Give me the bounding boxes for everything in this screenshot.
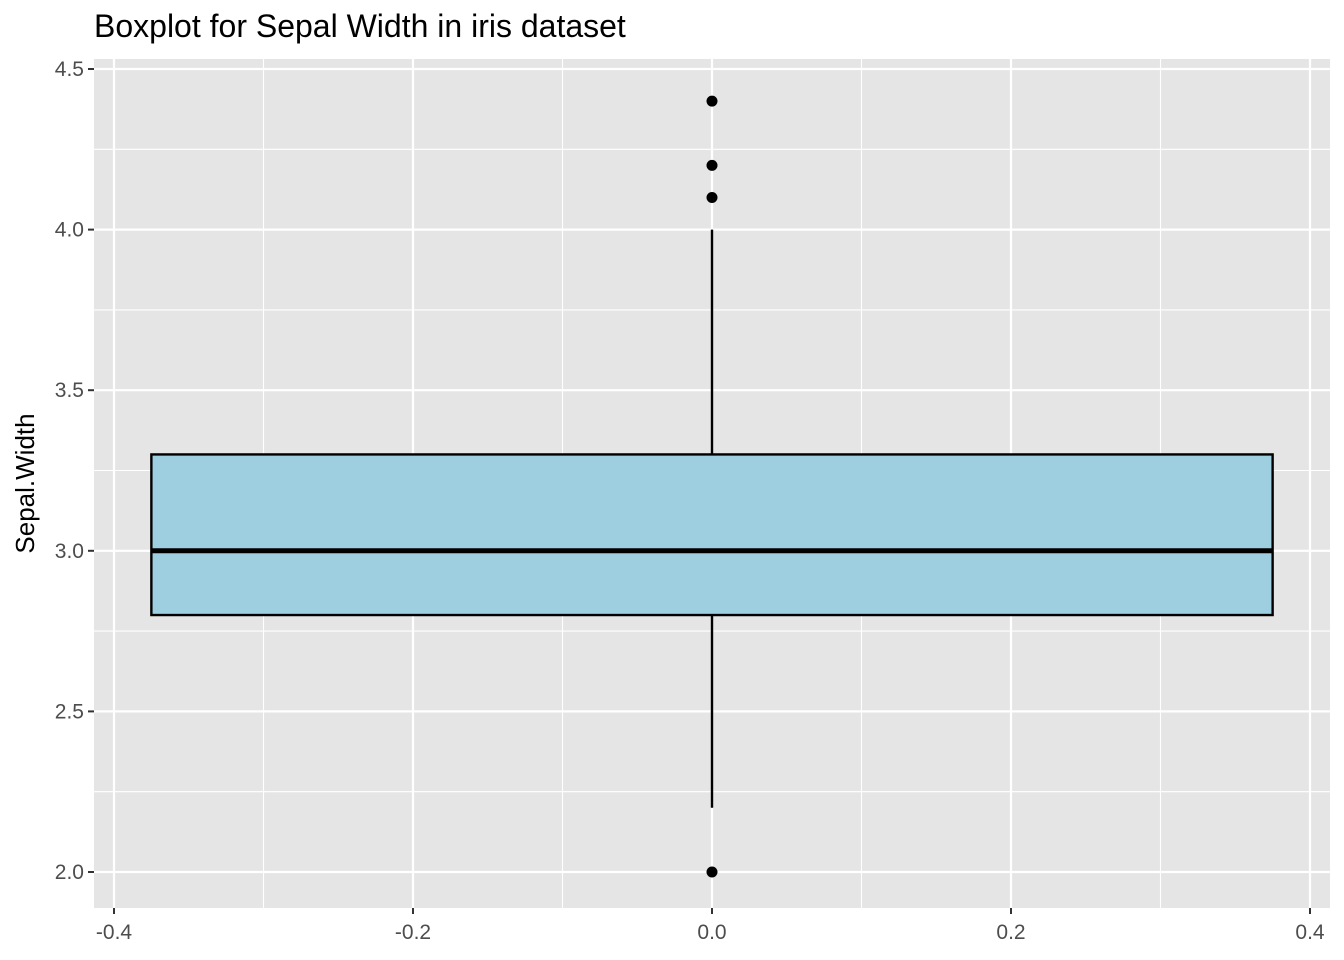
box-iqr (150, 453, 1274, 617)
y-tick-label: 2.5 (55, 700, 84, 723)
outlier-point (706, 191, 718, 203)
y-tick-label: 4.0 (55, 219, 84, 242)
chart-title: Boxplot for Sepal Width in iris dataset (94, 8, 626, 44)
y-tick-label: 4.5 (55, 58, 84, 81)
y-tick-label: 3.5 (55, 379, 84, 402)
outlier-point (706, 866, 718, 878)
x-tick-label: -0.4 (96, 921, 133, 944)
outlier-point (706, 95, 718, 107)
y-axis-title: Sepal.Width (10, 413, 40, 553)
y-tick-label: 3.0 (55, 540, 84, 563)
axes: 2.0 2.5 3.0 3.5 4.0 4.5 -0.4 -0.2 0.0 0.2 0.4 (55, 58, 1325, 944)
x-tick-label: -0.2 (395, 921, 431, 944)
x-tick-label: 0.4 (1295, 921, 1325, 944)
x-tick-label: 0.2 (996, 921, 1025, 944)
y-tick-label: 2.0 (55, 861, 84, 884)
x-tick-label: 0.0 (697, 921, 726, 944)
box-marks (150, 95, 1274, 878)
outlier-point (706, 159, 718, 171)
